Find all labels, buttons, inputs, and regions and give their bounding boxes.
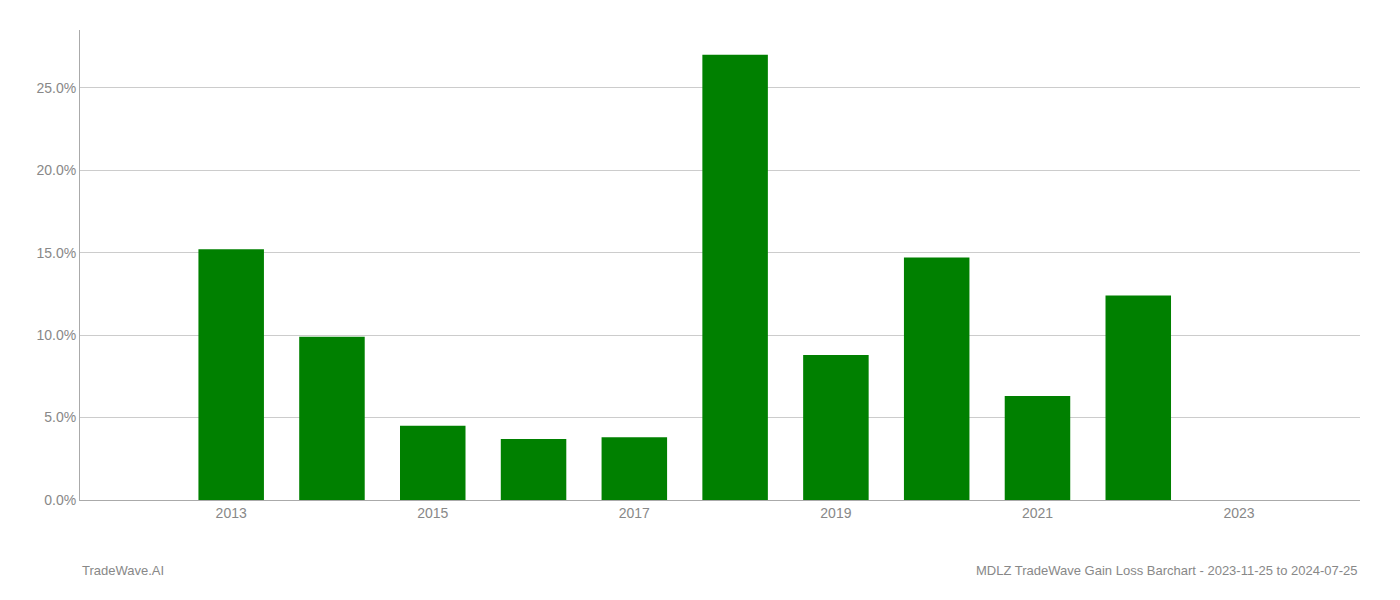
svg-text:2019: 2019 — [820, 505, 851, 521]
svg-text:TradeWave.AI: TradeWave.AI — [82, 563, 164, 578]
svg-text:2017: 2017 — [619, 505, 650, 521]
svg-text:10.0%: 10.0% — [36, 327, 76, 343]
svg-text:20.0%: 20.0% — [36, 162, 76, 178]
svg-text:5.0%: 5.0% — [44, 409, 76, 425]
svg-text:2013: 2013 — [216, 505, 247, 521]
svg-text:2021: 2021 — [1022, 505, 1053, 521]
svg-text:15.0%: 15.0% — [36, 245, 76, 261]
svg-text:MDLZ TradeWave Gain Loss Barch: MDLZ TradeWave Gain Loss Barchart - 2023… — [976, 563, 1358, 578]
svg-text:2023: 2023 — [1223, 505, 1254, 521]
svg-text:0.0%: 0.0% — [44, 492, 76, 508]
svg-text:25.0%: 25.0% — [36, 80, 76, 96]
svg-text:2015: 2015 — [417, 505, 448, 521]
